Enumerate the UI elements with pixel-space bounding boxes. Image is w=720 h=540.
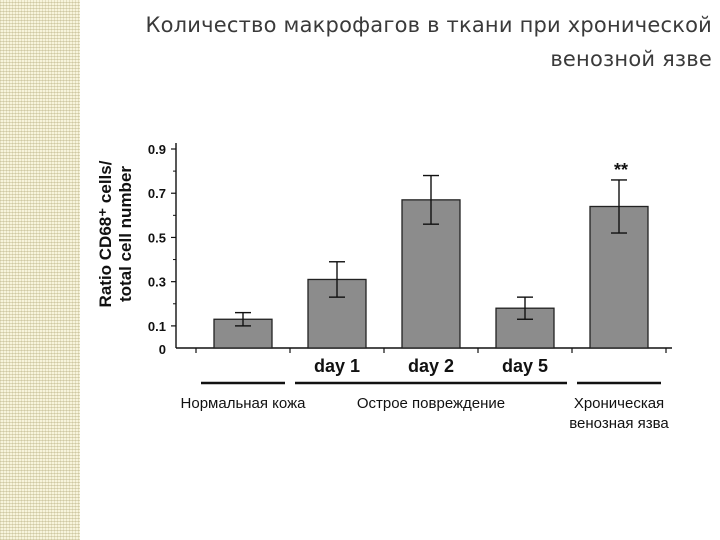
- y-tick-label: 0.3: [148, 275, 166, 290]
- y-tick-label: 0: [159, 342, 166, 357]
- significance-marker: **: [614, 160, 628, 180]
- group-labels: Нормальная кожа Острое повреждение Хрониче…: [181, 381, 669, 432]
- x-tick-label: day 5: [502, 356, 548, 376]
- slide-title-line-1: Количество макрофагов в ткани при хронич…: [145, 13, 712, 37]
- y-tick-label: 0.9: [148, 142, 166, 157]
- x-axis-labels: day 1 day 2 day 5: [314, 356, 548, 376]
- group-label: Нормальная кожа: [181, 395, 307, 412]
- y-axis-label-line: Ratio CD68⁺ cells/: [96, 160, 115, 307]
- x-tick-label: day 1: [314, 356, 360, 376]
- group-label: Острое повреждение: [357, 395, 505, 412]
- error-bars: [235, 174, 627, 327]
- group-label: Хроническая: [574, 395, 664, 412]
- y-axis-label-line: total cell number: [116, 166, 135, 302]
- x-tick-label: day 2: [408, 356, 454, 376]
- group-label: венозная язва: [569, 415, 669, 432]
- y-tick-label: 0.5: [148, 230, 166, 245]
- y-axis-ticks: 0 0.1 0.3 0.5 0.7 0.9: [148, 142, 176, 357]
- y-tick-label: 0.7: [148, 186, 166, 201]
- y-axis-label: Ratio CD68⁺ cells/total cell number: [96, 160, 135, 307]
- slide-title: Количество макрофагов в ткани при хронич…: [92, 8, 712, 76]
- decorative-side-band: [0, 0, 80, 540]
- annotations: **: [614, 160, 628, 180]
- slide-title-line-2: венозной язве: [550, 47, 712, 71]
- y-tick-label: 0.1: [148, 319, 166, 334]
